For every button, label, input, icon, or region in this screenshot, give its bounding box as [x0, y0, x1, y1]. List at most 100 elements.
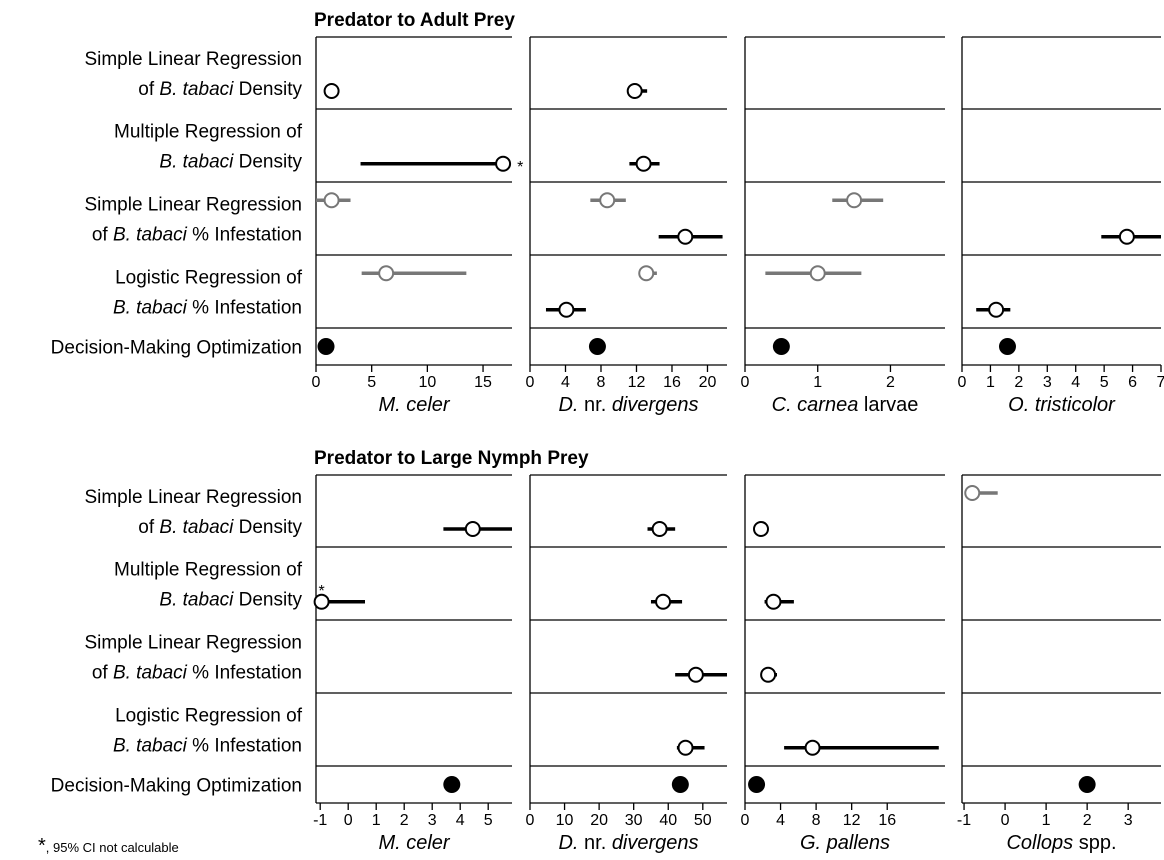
estimate-point	[588, 338, 606, 355]
estimate-point	[626, 83, 643, 99]
row-label-part: % Infestation	[187, 298, 302, 319]
estimate-point	[1118, 228, 1135, 245]
row-label-part: Simple Linear Regression	[84, 487, 302, 508]
row-label: of B. tabaci % Infestation	[92, 225, 302, 246]
x-axis-label-part: nr.	[578, 394, 611, 416]
row-label-part: B. tabaci	[113, 736, 188, 757]
x-tick-label: 5	[367, 374, 376, 391]
row-label-part: B. tabaci	[159, 590, 234, 611]
row-label: Logistic Regression of	[115, 706, 303, 727]
x-axis-label: O. tristicolor	[1008, 394, 1116, 416]
row-label-part: % Infestation	[187, 736, 302, 757]
row-label: B. tabaci % Infestation	[113, 736, 302, 757]
row-label-part: Simple Linear Regression	[84, 49, 302, 70]
row-label: Multiple Regression of	[114, 560, 303, 581]
x-tick-label: 4	[776, 812, 785, 829]
x-tick-label: 0	[958, 374, 967, 391]
x-tick-label: 40	[659, 812, 677, 829]
x-tick-label: 0	[526, 812, 535, 829]
x-axis-label: M. celer	[378, 832, 450, 854]
x-tick-label: 3	[1124, 812, 1133, 829]
x-tick-label: 0	[312, 374, 321, 391]
x-tick-label: 16	[663, 374, 681, 391]
estimate-point	[443, 776, 461, 793]
x-axis-label: D. nr. divergens	[558, 832, 698, 854]
x-axis-label-part: Collops	[1006, 832, 1073, 854]
row-label: Logistic Regression of	[115, 268, 303, 289]
x-tick-label: 12	[843, 812, 861, 829]
estimate-point	[323, 83, 340, 99]
row-label-part: Logistic Regression of	[115, 706, 303, 727]
x-tick-label: 12	[628, 374, 646, 391]
section-title: Predator to Large Nymph Prey	[314, 448, 589, 469]
x-tick-label: 2	[1083, 812, 1092, 829]
row-label: of B. tabaci Density	[138, 517, 302, 538]
estimate-point	[638, 265, 655, 282]
x-tick-label: 4	[561, 374, 570, 391]
row-label-part: of	[92, 225, 113, 246]
row-label-part: of	[92, 663, 113, 684]
x-tick-label: 3	[1043, 374, 1052, 391]
estimate-point	[558, 301, 575, 318]
estimate-point	[495, 155, 512, 172]
x-tick-label: -1	[957, 812, 971, 829]
x-tick-label: 2	[886, 374, 895, 391]
x-tick-label: 10	[556, 812, 574, 829]
row-label: B. tabaci Density	[159, 152, 302, 173]
estimate-point	[748, 776, 766, 793]
x-tick-label: 4	[1071, 374, 1080, 391]
x-tick-label: 0	[344, 812, 353, 829]
estimate-point	[464, 521, 481, 537]
row-label: Decision-Making Optimization	[51, 776, 302, 797]
row-label-part: % Infestation	[187, 663, 302, 684]
row-label-part: B. tabaci	[159, 79, 234, 100]
estimate-point	[964, 485, 981, 501]
x-axis-label: Collops spp.	[1006, 832, 1116, 854]
x-tick-label: 0	[741, 812, 750, 829]
estimate-point	[760, 666, 777, 683]
estimate-point	[687, 666, 704, 683]
x-tick-label: 0	[741, 374, 750, 391]
x-tick-label: 10	[418, 374, 436, 391]
x-axis-label-part: nr.	[578, 832, 611, 854]
x-axis-label-part: G. pallens	[800, 832, 890, 854]
row-label-part: of	[138, 79, 159, 100]
x-axis-label-part: D.	[558, 394, 578, 416]
row-label-part: Density	[233, 590, 302, 611]
x-tick-label: 1	[372, 812, 381, 829]
row-label: Multiple Regression of	[114, 122, 303, 143]
estimate-point	[635, 155, 652, 172]
row-label-part: B. tabaci	[113, 298, 188, 319]
x-tick-label: 8	[597, 374, 606, 391]
row-label-part: Decision-Making Optimization	[51, 338, 302, 359]
estimate-point	[677, 228, 694, 245]
row-label-part: Simple Linear Regression	[84, 195, 302, 216]
estimate-point	[323, 192, 340, 209]
row-label-part: Density	[233, 79, 302, 100]
x-axis-label: M. celer	[378, 394, 450, 416]
row-label: Simple Linear Regression	[84, 195, 302, 216]
x-axis-label: G. pallens	[800, 832, 890, 854]
x-axis-label-part: M. celer	[378, 832, 450, 854]
estimate-point	[677, 739, 694, 756]
note-marker: *	[318, 583, 324, 600]
x-tick-label: 4	[456, 812, 465, 829]
x-tick-label: 20	[590, 812, 608, 829]
row-label-part: Density	[233, 517, 302, 538]
x-axis-label-part: spp.	[1073, 832, 1116, 854]
section-title: Predator to Adult Prey	[314, 10, 515, 31]
row-label-part: B. tabaci	[113, 225, 188, 246]
estimate-point	[378, 265, 395, 282]
x-tick-label: -1	[313, 812, 327, 829]
row-label: B. tabaci Density	[159, 590, 302, 611]
x-tick-label: 5	[1100, 374, 1109, 391]
x-tick-label: 20	[699, 374, 717, 391]
x-axis-label-part: M. celer	[378, 394, 450, 416]
x-axis-label-part: divergens	[612, 832, 699, 854]
row-label-part: % Infestation	[187, 225, 302, 246]
row-label-part: Density	[233, 152, 302, 173]
x-tick-label: 7	[1157, 374, 1164, 391]
x-axis-label-part: O. tristicolor	[1008, 394, 1116, 416]
row-label: of B. tabaci Density	[138, 79, 302, 100]
